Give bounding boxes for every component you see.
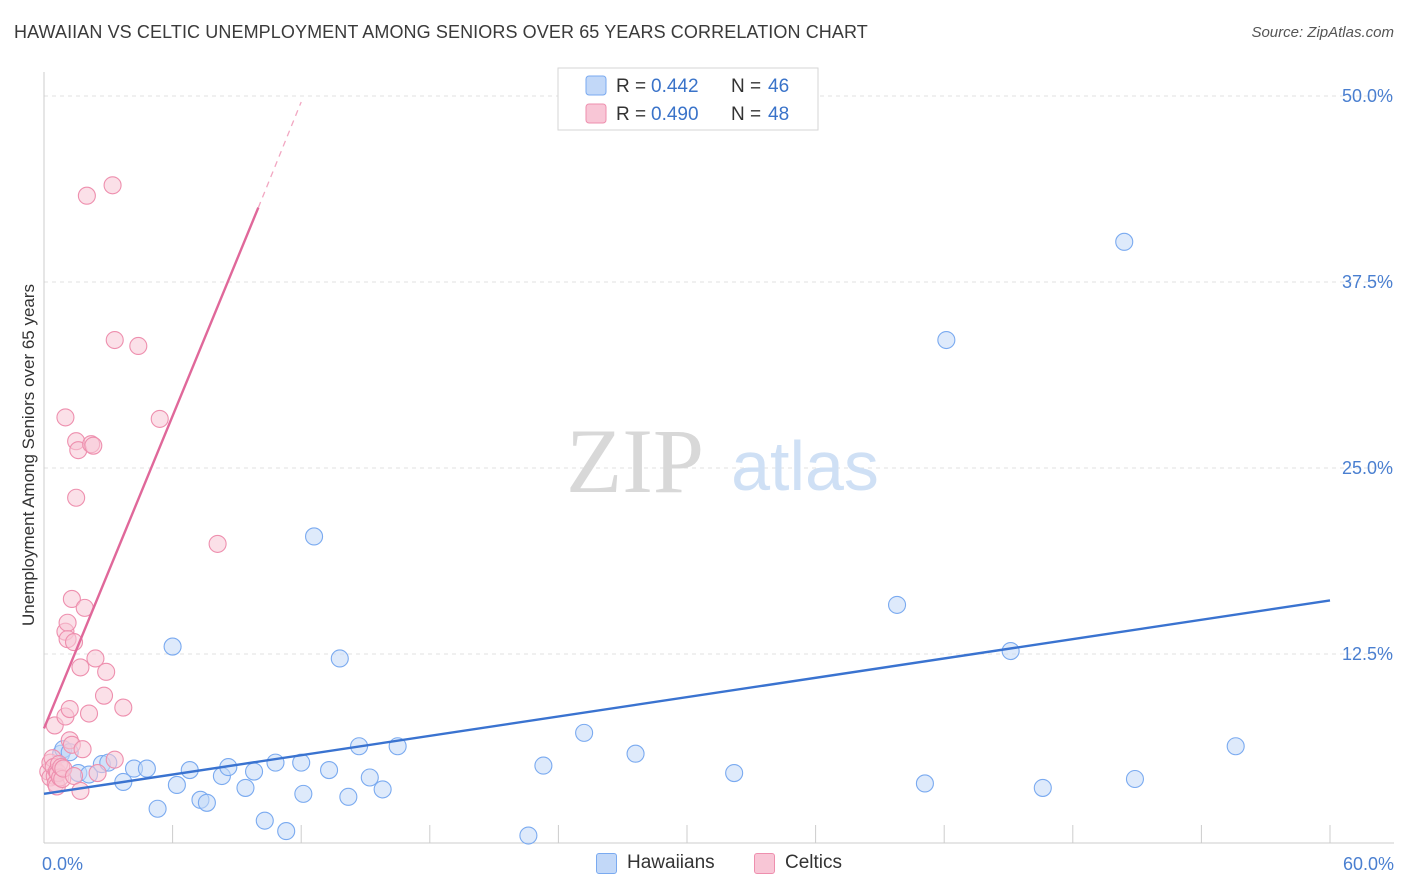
data-point-celtics — [86, 649, 105, 668]
data-point-celtics — [77, 186, 96, 205]
legend-item-celtics: Celtics — [754, 852, 842, 874]
legend-r-label: R = — [616, 104, 646, 125]
data-point-celtics — [56, 408, 75, 427]
data-point-hawaiians — [163, 637, 182, 656]
data-point-hawaiians — [1125, 769, 1145, 789]
data-point-hawaiians — [373, 780, 392, 799]
watermark-zip: ZIP — [566, 410, 704, 512]
data-point-hawaiians — [330, 649, 349, 668]
data-point-celtics — [150, 409, 169, 428]
data-point-celtics — [73, 740, 92, 759]
data-point-hawaiians — [626, 744, 645, 763]
axes — [43, 72, 1394, 844]
chart-title: HAWAIIAN VS CELTIC UNEMPLOYMENT AMONG SE… — [14, 22, 868, 42]
legend-swatch-hawaiians — [596, 852, 617, 874]
data-point-celtics — [129, 336, 148, 356]
x-tick-label: 60.0% — [1343, 854, 1394, 874]
data-point-hawaiians — [236, 778, 255, 797]
data-point-celtics — [105, 330, 124, 350]
data-point-hawaiians — [277, 822, 296, 841]
data-point-hawaiians — [1226, 737, 1245, 756]
legend-stats: R = 0.442 N = 46 R = 0.490 N = 48 — [557, 67, 819, 131]
data-point-hawaiians — [266, 753, 285, 772]
trend-line-hawaiians — [43, 599, 1331, 796]
data-point-celtics — [71, 658, 90, 677]
x-tick-labels: 0.0% 60.0% — [42, 854, 1394, 874]
watermark-atlas: atlas — [731, 427, 879, 505]
trend-line-celtics — [42, 207, 260, 729]
data-point-hawaiians — [294, 784, 313, 803]
legend-swatch-hawaiians — [585, 75, 607, 96]
data-point-celtics — [84, 436, 103, 455]
y-tick-labels: 12.5% 25.0% 37.5% 50.0% — [1342, 86, 1393, 664]
legend-n-value-hawaiians: 46 — [768, 76, 789, 97]
data-point-hawaiians — [534, 756, 553, 775]
data-point-hawaiians — [320, 761, 339, 780]
legend-label-celtics: Celtics — [785, 852, 843, 873]
legend-r-value-hawaiians: 0.442 — [651, 76, 699, 97]
data-point-celtics — [114, 698, 133, 717]
data-point-celtics — [60, 700, 79, 719]
data-point-hawaiians — [197, 793, 216, 812]
watermark: ZIP atlas — [566, 410, 879, 512]
data-point-hawaiians — [339, 787, 358, 806]
legend-n-label: N = — [731, 104, 761, 125]
y-tick-label: 37.5% — [1342, 272, 1393, 292]
data-point-hawaiians — [244, 762, 264, 781]
data-point-hawaiians — [915, 774, 934, 793]
legend-n-value-celtics: 48 — [768, 104, 789, 125]
data-point-hawaiians — [305, 527, 324, 546]
y-tick-label: 50.0% — [1342, 86, 1393, 106]
trend-extension-celtics — [257, 101, 302, 208]
data-point-hawaiians — [519, 826, 538, 845]
data-point-hawaiians — [575, 723, 594, 742]
data-point-celtics — [58, 613, 77, 632]
trend-lines — [42, 101, 1331, 796]
y-tick-label: 12.5% — [1342, 644, 1393, 664]
data-point-celtics — [208, 534, 227, 553]
data-point-celtics — [62, 589, 81, 608]
y-tick-label: 25.0% — [1342, 458, 1393, 478]
data-point-celtics — [67, 488, 86, 507]
data-point-hawaiians — [360, 768, 379, 787]
data-point-hawaiians — [1001, 641, 1020, 661]
y-axis-label: Unemployment Among Seniors over 65 years — [19, 284, 38, 626]
legend-item-hawaiians: Hawaiians — [596, 852, 715, 874]
gridlines — [44, 95, 1394, 655]
data-point-hawaiians — [887, 595, 907, 614]
data-point-hawaiians — [1033, 778, 1052, 797]
data-point-hawaiians — [137, 759, 156, 778]
data-point-celtics — [94, 686, 114, 705]
data-point-celtics — [103, 176, 122, 195]
legend-bottom: Hawaiians Celtics — [0, 852, 1406, 878]
data-point-celtics — [71, 781, 90, 800]
legend-swatch-celtics — [754, 852, 775, 874]
data-point-hawaiians — [1115, 232, 1134, 251]
data-point-celtics — [88, 763, 107, 783]
data-point-celtics — [64, 766, 84, 786]
data-point-hawaiians — [937, 330, 956, 350]
data-point-hawaiians — [725, 763, 744, 783]
data-point-celtics — [97, 662, 116, 681]
data-points — [39, 176, 1245, 845]
data-point-hawaiians — [255, 811, 274, 830]
legend-swatch-celtics — [585, 103, 607, 124]
legend-label-hawaiians: Hawaiians — [627, 852, 715, 873]
legend-r-label: R = — [616, 76, 646, 97]
data-point-hawaiians — [167, 775, 186, 794]
legend-n-label: N = — [731, 76, 761, 97]
legend-r-value-celtics: 0.490 — [651, 104, 699, 125]
data-point-celtics — [105, 750, 124, 769]
data-point-celtics — [79, 704, 99, 723]
data-point-hawaiians — [148, 799, 167, 818]
source-label: Source: ZipAtlas.com — [1251, 24, 1394, 41]
x-tick-label: 0.0% — [42, 854, 83, 874]
